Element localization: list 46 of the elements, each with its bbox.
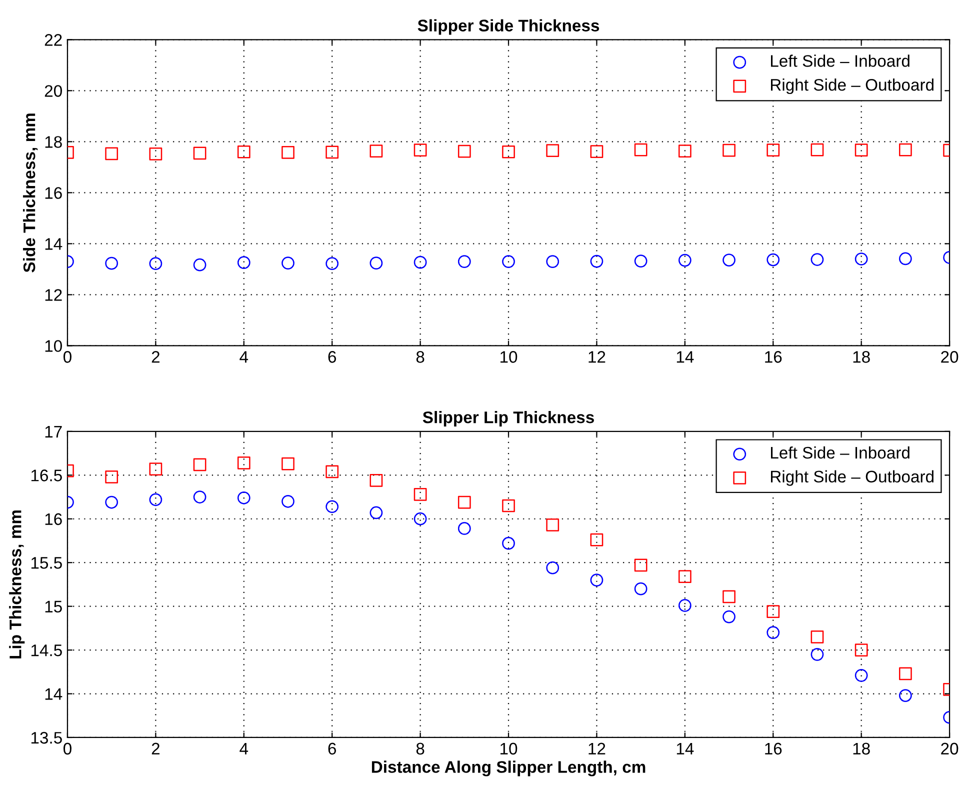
legend-label: Right Side – Outboard	[771, 470, 934, 486]
x-tick-label: 12	[588, 351, 606, 363]
y-tick-label: 14	[45, 688, 62, 700]
y-tick-label: 16	[45, 187, 62, 199]
chart-title: Slipper Side Thickness	[418, 19, 600, 35]
y-tick-label: 12	[45, 289, 62, 301]
x-tick-label: 10	[500, 742, 518, 755]
y-tick-label: 22	[44, 34, 62, 46]
x-tick-label: 14	[676, 742, 694, 754]
x-tick-label: 4	[240, 742, 248, 754]
x-tick-label: 16	[765, 351, 782, 363]
x-tick-label: 18	[853, 351, 870, 363]
y-tick-label: 15	[45, 600, 62, 613]
x-tick-label: 8	[416, 351, 424, 363]
x-tick-label: 2	[152, 742, 160, 754]
x-tick-label: 20	[941, 351, 958, 363]
y-tick-label: 14	[45, 238, 62, 250]
x-axis-title: Distance Along Slipper Length, cm	[372, 760, 646, 776]
x-tick-label: 16	[765, 742, 782, 755]
legend-label: Left Side – Inboard	[771, 446, 910, 459]
x-tick-label: 18	[853, 742, 870, 755]
x-tick-label: 4	[240, 351, 248, 363]
x-tick-label: 0	[63, 351, 72, 363]
x-tick-label: 0	[63, 742, 72, 755]
y-tick-label: 10	[45, 340, 62, 352]
x-tick-label: 20	[941, 742, 958, 755]
y-axis-title: Lip Thickness, mm	[9, 510, 25, 658]
x-tick-label: 2	[152, 351, 160, 363]
y-tick-label: 18	[45, 136, 62, 148]
x-tick-label: 6	[328, 742, 336, 755]
y-tick-label: 13.5	[31, 732, 62, 744]
y-tick-label: 16.5	[31, 470, 62, 482]
x-tick-label: 12	[588, 742, 606, 754]
y-axis-title: Side Thickness, mm	[22, 114, 38, 272]
x-tick-label: 14	[676, 351, 694, 363]
y-tick-label: 16	[45, 513, 62, 526]
x-tick-label: 6	[328, 351, 336, 363]
y-tick-label: 15.5	[31, 557, 62, 569]
y-tick-label: 14.5	[31, 644, 62, 656]
legend-label: Right Side – Outboard	[771, 78, 934, 94]
chart-title: Slipper Lip Thickness	[422, 411, 594, 427]
y-tick-label: 17	[45, 426, 62, 438]
x-tick-label: 8	[416, 742, 424, 755]
legend-label: Left Side – Inboard	[771, 54, 910, 67]
y-tick-label: 20	[44, 85, 62, 97]
x-tick-label: 10	[500, 351, 518, 363]
